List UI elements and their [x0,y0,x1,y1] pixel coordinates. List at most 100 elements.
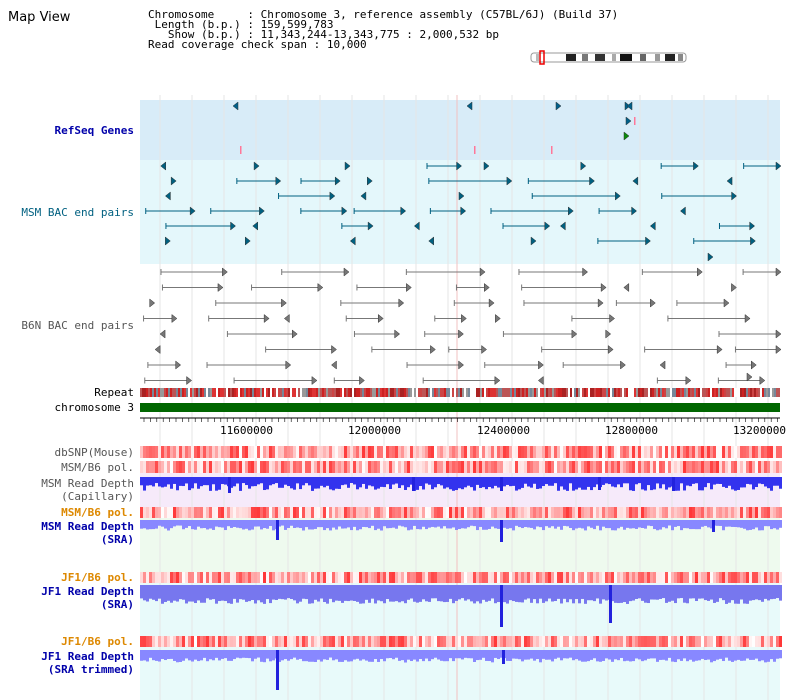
jf1-pol-heat-cell [302,636,305,647]
track-label-b6n-bac[interactable]: B6N BAC end pairs [21,319,134,332]
msm-pol-heat-cell [710,507,713,518]
repeat-segment [750,388,752,397]
msm-pol-heat-cell [593,461,596,473]
msm-pol-heat-cell [515,507,518,518]
jf1-pol-heat-cell [155,572,158,583]
repeat-segment [506,388,508,397]
track-label-msm-bac[interactable]: MSM BAC end pairs [21,206,134,219]
dbsnp-heat-cell [698,446,701,458]
jf1-pol-heat-cell [629,636,632,647]
bac-end-glyph [170,176,177,186]
dbsnp-heat-cell [704,446,707,458]
msm-pol-heat-cell [167,461,170,473]
msm-pol-heat-cell [353,507,356,518]
msm-pol-heat-cell [395,461,398,473]
msm-pol-heat-cell [635,507,638,518]
dbsnp-heat-cell [671,446,674,458]
msm-capillary-depth-bar [383,477,386,488]
msm-sra-depth-bar [416,520,419,530]
bac-end-glyph [245,236,251,246]
msm-pol-heat-cell [143,507,146,518]
jf1-trimmed-depth-bar [209,650,212,660]
repeat-segment [338,388,340,397]
msm-capillary-depth-bar [455,477,458,491]
bac-end-glyph [649,221,656,231]
jf1-sra-depth-bar [539,585,542,599]
read-depth-spike [672,477,675,491]
msm-sra-depth-bar [347,520,350,528]
jf1-sra-depth-bar [677,585,680,599]
bac-end-glyph [331,360,337,370]
dbsnp-heat-cell [773,446,776,458]
dbsnp-heat-cell [212,446,215,458]
msm-pol-heat-cell [284,507,287,518]
repeat-segment [434,388,436,397]
jf1-pol-heat-cell [707,572,710,583]
msm-pol-heat-cell [764,461,767,473]
repeat-segment [606,388,608,397]
jf1-sra-depth-bar [752,585,755,601]
jf1-pol-heat-cell [581,572,584,583]
bac-end-glyph [744,313,751,324]
msm-sra-depth-bar [464,520,467,529]
msm-pol-heat-cell [680,461,683,473]
jf1-trimmed-depth-bar [575,650,578,660]
msm-sra-depth-bar [485,520,488,530]
repeat-segment [314,388,316,397]
msm-capillary-depth-bar [293,477,296,490]
jf1-trimmed-depth-bar [203,650,206,658]
jf1-pol-heat-cell [419,636,422,647]
info-length-label: Length (b.p.) [154,18,241,31]
msm-capillary-depth-bar [272,477,275,485]
repeat-segment [584,388,586,397]
msm-pol-heat-cell [200,461,203,473]
msm-capillary-depth-bar [620,477,623,488]
dbsnp-heat-cell [665,446,668,458]
bac-end-glyph [488,298,495,308]
msm-pol-heat-cell [272,507,275,518]
jf1-sra-depth-bar [575,585,578,600]
repeat-segment [352,388,354,397]
jf1-sra-depth-bar [311,585,314,604]
repeat-segment [182,388,184,397]
jf1-pol-heat-cell [404,636,407,647]
msm-capillary-depth-bar [266,477,269,490]
jf1-sra-depth-bar [728,585,731,603]
jf1-sra-depth-bar [374,585,377,604]
jf1-trimmed-depth-bar [554,650,557,659]
msm-pol-heat-cell [314,461,317,473]
msm-pol-heat-cell [212,507,215,518]
msm-pol-heat-cell [509,507,512,518]
msm-pol-heat-cell [761,461,764,473]
repeat-segment [536,388,538,397]
dbsnp-heat-cell [590,446,593,458]
msm-capillary-depth-bar [710,477,713,490]
jf1-sra-depth-bar [188,585,191,602]
repeat-segment [166,388,168,397]
bac-end-glyph [506,176,513,186]
track-label-refseq[interactable]: RefSeq Genes [54,124,134,137]
jf1-sra-depth-bar [647,585,650,604]
msm-pol-heat-cell [512,507,515,518]
repeat-segment [652,388,654,397]
msm-capillary-depth-bar [353,477,356,485]
msm-pol-heat-cell [425,461,428,473]
jf1-pol-heat-cell [680,636,683,647]
dbsnp-heat-cell [545,446,548,458]
jf1-pol-heat-cell [557,572,560,583]
jf1-trimmed-depth-bar [233,650,236,660]
dbsnp-heat-cell [182,446,185,458]
msm-sra-depth-bar [239,520,242,529]
jf1-sra-depth-bar [512,585,515,602]
msm-pol-heat-cell [593,507,596,518]
msm-pol-heat-cell [680,507,683,518]
jf1-trimmed-depth-bar [548,650,551,660]
repeat-segment [742,388,744,397]
jf1-pol-heat-cell [488,636,491,647]
msm-sra-depth-bar [572,520,575,531]
jf1-pol-heat-cell [380,572,383,583]
dbsnp-heat-cell [560,446,563,458]
bac-end-glyph [530,236,537,246]
msm-capillary-depth-bar [743,477,746,488]
